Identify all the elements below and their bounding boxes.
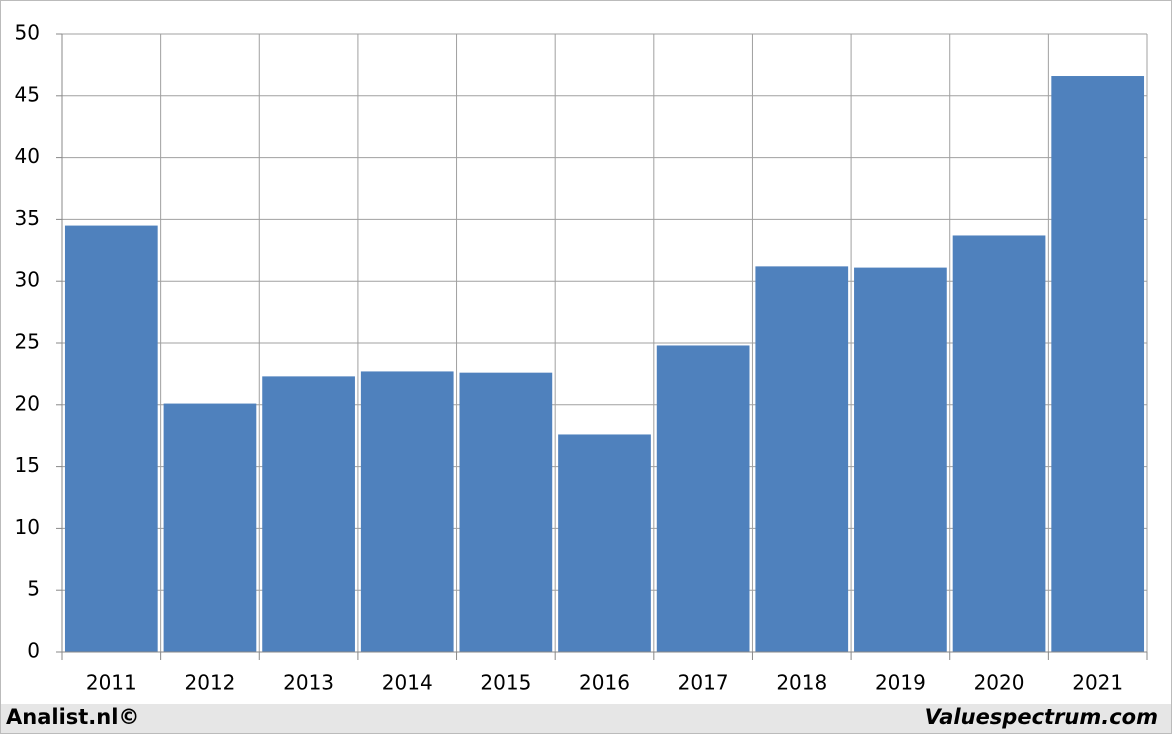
bar — [558, 434, 651, 652]
x-tick-label: 2015 — [480, 671, 531, 695]
footer-right: Valuespectrum.com — [925, 705, 1158, 729]
y-tick-label: 15 — [15, 453, 40, 477]
bar — [952, 235, 1046, 652]
y-tick-label: 35 — [15, 206, 40, 230]
bar — [854, 267, 947, 652]
bar — [163, 403, 257, 652]
x-tick-label: 2016 — [579, 671, 630, 695]
y-tick-label: 45 — [15, 82, 40, 106]
y-tick-label: 20 — [15, 391, 40, 415]
bar — [459, 372, 553, 652]
x-tick-label: 2018 — [776, 671, 827, 695]
y-tick-label: 5 — [27, 577, 40, 601]
bar — [656, 345, 750, 652]
footer-band — [1, 704, 1171, 733]
x-tick-label: 2019 — [875, 671, 926, 695]
x-tick-label: 2013 — [283, 671, 334, 695]
x-tick-label: 2012 — [185, 671, 236, 695]
y-tick-label: 40 — [15, 144, 40, 168]
x-tick-label: 2017 — [678, 671, 729, 695]
x-tick-label: 2014 — [382, 671, 433, 695]
footer-left: Analist.nl© — [6, 705, 139, 729]
y-tick-label: 0 — [27, 639, 40, 663]
y-tick-label: 25 — [15, 330, 40, 354]
x-tick-label: 2020 — [974, 671, 1025, 695]
y-tick-label: 30 — [15, 268, 40, 292]
y-tick-label: 10 — [15, 515, 40, 539]
bar — [755, 266, 849, 652]
x-tick-label: 2021 — [1072, 671, 1123, 695]
bar — [360, 371, 454, 652]
bar — [262, 376, 355, 652]
bar — [1051, 76, 1145, 653]
y-tick-label: 50 — [15, 21, 40, 45]
x-tick-label: 2011 — [86, 671, 137, 695]
bar — [64, 225, 158, 652]
